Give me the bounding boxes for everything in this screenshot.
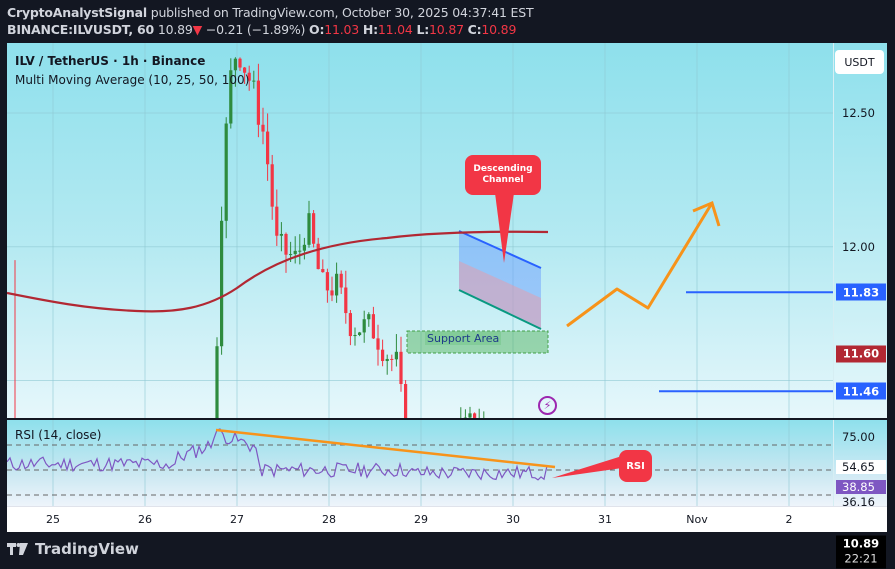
chart-frame: ILV / TetherUS · 1h · Binance Multi Movi…: [7, 43, 887, 569]
rsi-label: 38.85: [836, 480, 886, 494]
time-tick: 25: [46, 513, 60, 526]
descending-channel-callout[interactable]: Descending Channel: [465, 155, 541, 195]
time-tick: 27: [230, 513, 244, 526]
indicator-label[interactable]: Multi Moving Average (10, 25, 50, 100): [15, 73, 250, 87]
down-arrow-icon: ▼: [192, 22, 203, 37]
time-tick: 26: [138, 513, 152, 526]
low-value: 10.87: [429, 22, 464, 37]
tradingview-logo-icon: [7, 543, 28, 555]
rsi-chart: [7, 420, 833, 506]
time-tick: 31: [598, 513, 612, 526]
price-axis[interactable]: 12.5012.0011.0010.5011.8311.6011.4611.18…: [833, 43, 887, 569]
rsi-label: 54.65: [836, 460, 886, 474]
rsi-label: 36.16: [842, 495, 875, 509]
close-value: 10.89: [481, 22, 517, 37]
last-price: 10.89: [157, 22, 193, 37]
price-label: 12.00: [842, 239, 875, 254]
time-axis[interactable]: 25 26 27 28 29 30 31 Nov 2: [7, 506, 887, 532]
time-tick: Nov: [686, 513, 708, 526]
bar-countdown: 22:21: [844, 551, 878, 566]
price-label: 12.50: [842, 106, 875, 120]
lightning-icon[interactable]: ⚡: [538, 396, 557, 415]
rsi-callout[interactable]: RSI: [619, 450, 652, 482]
current-price-tag: 10.89 22:21: [836, 535, 886, 569]
high-label: H:: [362, 22, 378, 37]
time-tick: 29: [414, 513, 428, 526]
publish-header: CryptoAnalystSignal published on Trading…: [7, 4, 534, 38]
price-level-tag: 11.46: [836, 382, 886, 400]
open-label: O:: [309, 22, 325, 37]
currency-button[interactable]: USDT: [835, 50, 884, 74]
price-level-tag: 11.83: [836, 283, 886, 301]
high-value: 11.04: [377, 22, 413, 37]
brand-name[interactable]: TradingView: [35, 540, 139, 558]
rsi-axis[interactable]: 75.00 54.65 38.85 36.16: [833, 420, 887, 509]
rsi-legend[interactable]: RSI (14, close): [15, 428, 102, 442]
pane-divider[interactable]: [7, 418, 887, 420]
publish-info: published on TradingView.com, October 30…: [150, 5, 534, 20]
time-tick: 2: [785, 513, 793, 526]
chart-legend: ILV / TetherUS · 1h · Binance Multi Movi…: [15, 52, 249, 90]
time-tick: 30: [506, 513, 520, 526]
symbol-info: BINANCE:ILVUSDT, 60: [7, 22, 155, 37]
price-pane[interactable]: ILV / TetherUS · 1h · Binance Multi Movi…: [7, 43, 833, 418]
price-change: −0.21 (−1.89%): [205, 22, 306, 37]
candlestick-chart: [7, 43, 833, 418]
time-tick: 28: [322, 513, 336, 526]
rsi-label: 75.00: [842, 430, 875, 444]
price-level-tag: 11.60: [836, 345, 886, 363]
support-area-label[interactable]: Support Area: [425, 332, 502, 345]
symbol-title[interactable]: ILV / TetherUS · 1h · Binance: [15, 54, 206, 68]
author-name[interactable]: CryptoAnalystSignal: [7, 5, 147, 20]
rsi-pane[interactable]: RSI (14, close) RSI: [7, 420, 833, 506]
open-value: 11.03: [324, 22, 360, 37]
low-label: L:: [416, 22, 430, 37]
current-price: 10.89: [842, 536, 880, 551]
tradingview-footer: TradingView: [7, 540, 139, 558]
close-label: C:: [467, 22, 482, 37]
